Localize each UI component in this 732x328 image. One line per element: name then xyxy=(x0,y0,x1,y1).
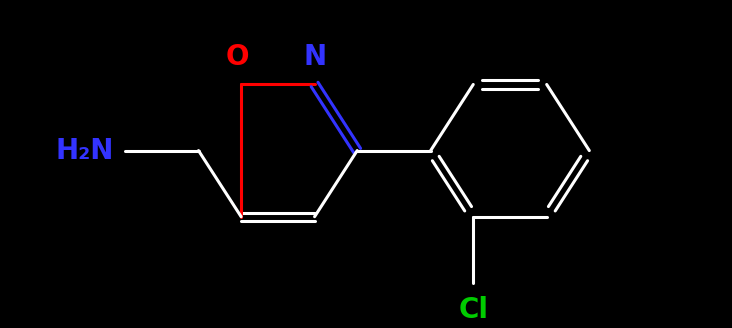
Text: N: N xyxy=(303,43,326,71)
Text: O: O xyxy=(225,43,249,71)
Text: H₂N: H₂N xyxy=(56,136,114,165)
Text: Cl: Cl xyxy=(458,296,488,324)
